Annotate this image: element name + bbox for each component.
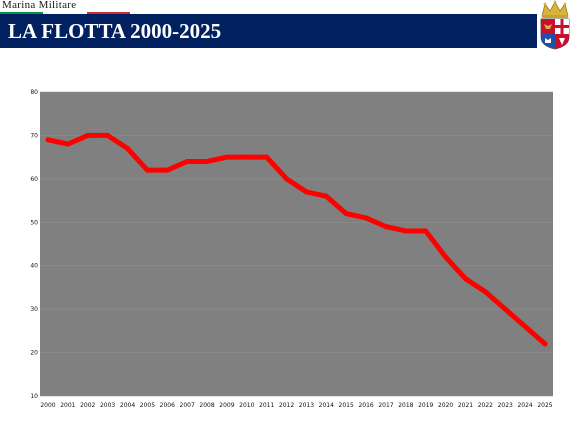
- x-tick-label: 2012: [279, 402, 294, 409]
- data-point: [144, 167, 150, 173]
- data-point: [502, 306, 508, 312]
- series-line: [45, 132, 548, 347]
- x-tick-label: 2013: [299, 402, 314, 409]
- italian-flag-stripe: [0, 12, 130, 15]
- data-point: [462, 276, 468, 282]
- data-point: [65, 141, 71, 147]
- y-tick-label: 30: [30, 306, 38, 313]
- data-point: [244, 154, 250, 160]
- data-point: [125, 145, 131, 151]
- data-point: [343, 211, 349, 217]
- data-point: [403, 228, 409, 234]
- x-tick-label: 2009: [219, 402, 234, 409]
- navy-coat-of-arms-icon: [540, 0, 570, 50]
- x-tick-label: 2006: [160, 402, 175, 409]
- data-point: [423, 228, 429, 234]
- y-tick-label: 20: [30, 350, 38, 357]
- x-tick-label: 2017: [378, 402, 393, 409]
- plot-area: [40, 92, 553, 396]
- data-point: [303, 189, 309, 195]
- data-point: [383, 224, 389, 230]
- data-point: [323, 193, 329, 199]
- data-point: [45, 137, 51, 143]
- data-point: [542, 341, 548, 347]
- y-tick-label: 80: [30, 89, 38, 96]
- x-tick-label: 2021: [458, 402, 473, 409]
- data-point: [105, 132, 111, 138]
- data-point: [164, 167, 170, 173]
- x-tick-label: 2018: [398, 402, 413, 409]
- brand-name: Marina Militare: [2, 0, 77, 11]
- y-tick-label: 40: [30, 263, 38, 270]
- data-point: [85, 132, 91, 138]
- data-point: [224, 154, 230, 160]
- y-tick-label: 70: [30, 132, 38, 139]
- x-tick-label: 2002: [80, 402, 95, 409]
- y-tick-label: 10: [30, 393, 38, 400]
- data-point: [363, 215, 369, 221]
- x-tick-label: 2004: [120, 402, 135, 409]
- data-point: [204, 158, 210, 164]
- x-tick-label: 2001: [60, 402, 75, 409]
- x-tick-label: 2023: [498, 402, 513, 409]
- data-point: [264, 154, 270, 160]
- title-banner: LA FLOTTA 2000-2025: [0, 14, 537, 48]
- x-tick-label: 2011: [259, 402, 274, 409]
- x-tick-label: 2020: [438, 402, 453, 409]
- x-tick-label: 2003: [100, 402, 115, 409]
- x-tick-label: 2000: [40, 402, 55, 409]
- x-tick-label: 2019: [418, 402, 433, 409]
- x-tick-label: 2024: [517, 402, 532, 409]
- data-point: [184, 158, 190, 164]
- x-tick-label: 2015: [339, 402, 354, 409]
- y-tick-label: 50: [30, 219, 38, 226]
- flag-white-stripe: [43, 12, 87, 15]
- x-tick-label: 2022: [478, 402, 493, 409]
- data-point: [443, 254, 449, 260]
- x-tick-label: 2007: [180, 402, 195, 409]
- fleet-chart: 10 20 30 40 50 60 70 80 2000 2001 2002 2003 2004 2005…: [18, 86, 558, 412]
- x-tick-label: 2010: [239, 402, 254, 409]
- data-point: [284, 176, 290, 182]
- x-tick-label: 2005: [140, 402, 155, 409]
- flag-green-stripe: [0, 12, 44, 15]
- x-tick-label: 2016: [358, 402, 373, 409]
- x-tick-label: 2014: [319, 402, 334, 409]
- data-point: [482, 289, 488, 295]
- data-point: [522, 324, 528, 330]
- brand-header: Marina Militare: [0, 0, 140, 15]
- x-tick-label: 2008: [199, 402, 214, 409]
- page-title: LA FLOTTA 2000-2025: [8, 19, 222, 43]
- x-tick-label: 2025: [537, 402, 552, 409]
- flag-red-stripe: [86, 12, 130, 15]
- line-chart: 10 20 30 40 50 60 70 80 2000 2001 2002 2003 2004 2005…: [30, 89, 553, 409]
- y-tick-label: 60: [30, 176, 38, 183]
